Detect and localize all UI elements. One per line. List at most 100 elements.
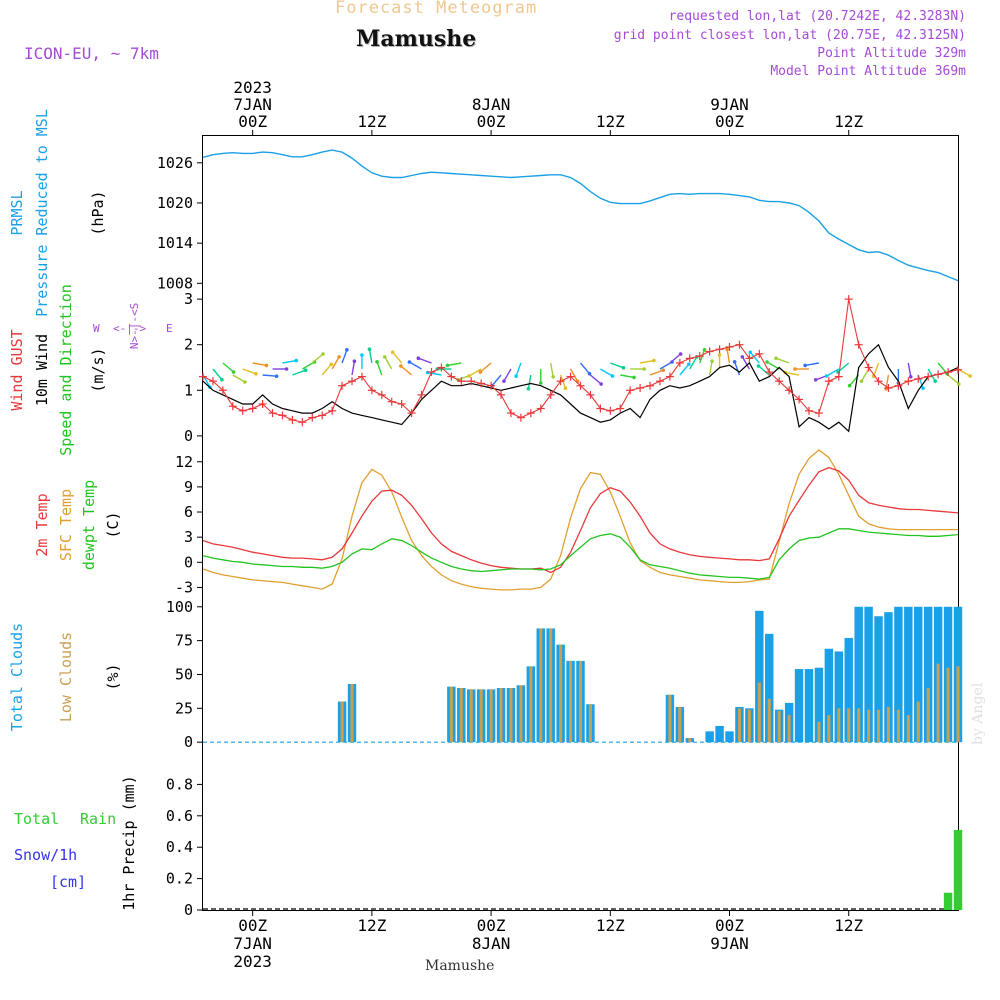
x-label-bottom: 8JAN: [472, 934, 511, 953]
low-cloud-bar: [588, 704, 592, 743]
x-label-top: 00Z: [477, 112, 506, 131]
wind-arrow: [589, 374, 602, 385]
label-hpa: (hPa): [89, 190, 107, 235]
compass-w: W: [93, 322, 100, 335]
wind-arrow-head: [352, 359, 357, 364]
gust-marker: [954, 365, 962, 374]
gust-marker: [844, 295, 853, 304]
low-cloud-bar: [847, 708, 851, 743]
wind-arrow-head: [587, 371, 592, 376]
panel-background: [203, 445, 958, 600]
gust-marker: [556, 377, 565, 386]
gust-marker: [775, 377, 784, 386]
total-cloud-bar: [834, 651, 844, 743]
wind-arrow-head: [329, 362, 334, 367]
gust-marker: [338, 381, 347, 390]
wind-arrow: [503, 368, 512, 382]
wind-arrow: [252, 362, 267, 367]
y-tick-label: 1: [184, 381, 193, 399]
footer-station: Mamushe: [425, 958, 495, 974]
y-tick-label: 9: [184, 478, 193, 496]
low-cloud-bar: [857, 708, 861, 743]
x-label-top: 12Z: [357, 112, 386, 131]
wind-arrow-head: [740, 355, 745, 359]
label-2m-temp: 2m Temp: [33, 493, 51, 556]
wind-arrow: [775, 357, 790, 364]
label-precip-axis: 1hr Precip (mm): [120, 775, 138, 910]
wind-arrow: [600, 368, 613, 377]
total-cloud-bar: [715, 725, 724, 743]
compass-arrow: <-|->: [113, 322, 146, 335]
low-cloud-bar: [837, 708, 841, 743]
y-tick-label: 2: [184, 336, 193, 354]
gust-marker: [665, 372, 674, 381]
low-cloud-bar: [767, 698, 771, 743]
low-cloud-bar: [350, 683, 354, 743]
low-cloud-bar: [956, 666, 960, 743]
gust-marker: [506, 409, 515, 418]
wind-arrow: [689, 356, 698, 370]
wind-arrow-head: [274, 374, 279, 379]
x-label-top: 12Z: [834, 112, 863, 131]
wind-arrow: [331, 356, 340, 370]
y-tick-label: 25: [175, 699, 193, 717]
y-tick-label: 1026: [157, 154, 193, 172]
low-cloud-bar: [449, 686, 453, 743]
wind-arrow-head: [231, 370, 236, 374]
temp-2m-line: [202, 466, 959, 574]
wind-arrow-head: [859, 379, 864, 383]
gust-marker: [536, 404, 545, 413]
total-cloud-bar: [814, 667, 824, 743]
wind-arrow-head: [921, 386, 925, 390]
panel-wind: [203, 290, 958, 445]
gust-marker: [735, 340, 744, 349]
gust-marker: [218, 386, 227, 395]
gust-marker: [467, 377, 476, 386]
wind-arrow: [550, 362, 554, 377]
x-label-bottom: 12Z: [596, 916, 625, 935]
gust-marker: [685, 354, 694, 363]
model-label: ICON-EU, ~ 7km: [24, 44, 159, 63]
gust-marker: [695, 352, 704, 361]
panel-prmsl: [203, 136, 958, 290]
wind-arrow-head: [254, 371, 258, 376]
wind-arrow: [376, 361, 383, 376]
low-cloud-bar: [499, 688, 503, 743]
wind-arrow: [860, 368, 870, 382]
label-percent: (%): [104, 663, 122, 690]
wind-arrow: [515, 362, 522, 377]
gust-marker: [298, 418, 307, 427]
faint-title: Forecast Meteogram: [335, 0, 538, 18]
low-cloud-bar: [509, 688, 513, 743]
compass-e: E: [166, 322, 173, 335]
wind-arrow-head: [321, 352, 325, 356]
wind-arrow: [917, 374, 924, 389]
gust-marker: [526, 409, 535, 418]
wind-arrow-head: [793, 367, 797, 371]
wind-arrow-head: [467, 374, 471, 378]
wind-arrow-head: [284, 367, 289, 371]
gust-marker: [765, 368, 774, 377]
wind-arrow-head: [642, 367, 646, 371]
wind-arrow-head: [765, 360, 769, 364]
gust-marker: [924, 372, 933, 381]
gust-marker: [795, 395, 804, 404]
wind-arrow: [569, 368, 579, 382]
label-wind-gust: Wind GUST: [8, 329, 26, 410]
gust-marker: [199, 372, 207, 381]
label-dewpt-temp: dewpt Temp: [80, 480, 98, 570]
y-tick-label: 75: [175, 632, 193, 650]
low-cloud-bar: [539, 628, 543, 743]
x-label-top: 7JAN: [233, 95, 272, 114]
wind-arrow-head: [375, 360, 379, 364]
wind-arrow-head: [416, 356, 421, 361]
gust-marker: [576, 381, 585, 390]
gust-marker: [785, 386, 794, 395]
low-cloud-bar: [559, 644, 563, 743]
label-celsius: (C): [104, 511, 122, 538]
wind-arrow-head: [478, 370, 483, 374]
wind-arrow-head: [621, 365, 626, 370]
wind-arrow: [527, 374, 532, 389]
gust-marker: [884, 384, 893, 393]
gust-marker: [904, 377, 913, 386]
